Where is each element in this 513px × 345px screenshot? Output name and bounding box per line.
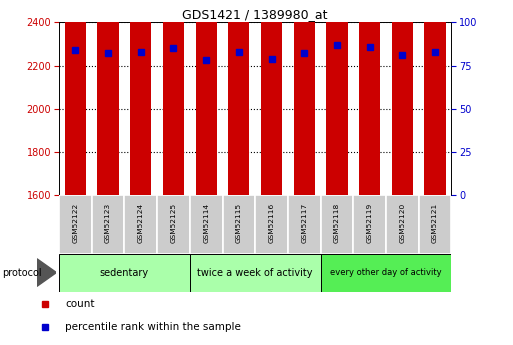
Text: sedentary: sedentary — [100, 268, 149, 277]
Bar — [288, 195, 321, 254]
Bar — [392, 0, 413, 195]
Text: GSM52119: GSM52119 — [367, 203, 372, 243]
Bar — [92, 195, 125, 254]
Bar — [157, 195, 190, 254]
Bar — [321, 195, 353, 254]
Text: GSM52123: GSM52123 — [105, 203, 111, 243]
Bar — [293, 0, 315, 195]
Bar — [163, 0, 184, 195]
Text: GSM52118: GSM52118 — [334, 203, 340, 243]
Bar — [59, 254, 190, 292]
Bar — [353, 195, 386, 254]
Bar — [261, 0, 282, 195]
Bar — [359, 0, 380, 195]
Bar — [130, 0, 151, 195]
Bar — [386, 195, 419, 254]
Text: twice a week of activity: twice a week of activity — [198, 268, 313, 277]
Text: GSM52124: GSM52124 — [138, 203, 144, 243]
Text: protocol: protocol — [3, 268, 42, 277]
Text: percentile rank within the sample: percentile rank within the sample — [65, 322, 241, 332]
Bar — [223, 195, 255, 254]
Bar — [195, 0, 217, 195]
Text: GSM52122: GSM52122 — [72, 203, 78, 243]
Bar — [424, 0, 446, 195]
Text: every other day of activity: every other day of activity — [330, 268, 442, 277]
Bar — [326, 0, 348, 195]
Text: GSM52117: GSM52117 — [301, 203, 307, 243]
Bar — [228, 0, 249, 195]
Bar — [190, 254, 321, 292]
Bar — [59, 195, 92, 254]
Title: GDS1421 / 1389980_at: GDS1421 / 1389980_at — [183, 8, 328, 21]
Text: GSM52116: GSM52116 — [269, 203, 274, 243]
Text: GSM52120: GSM52120 — [400, 203, 405, 243]
Polygon shape — [37, 259, 56, 286]
Text: GSM52115: GSM52115 — [236, 203, 242, 243]
Text: count: count — [65, 299, 94, 309]
Bar — [419, 195, 451, 254]
Text: GSM52114: GSM52114 — [203, 203, 209, 243]
Text: GSM52125: GSM52125 — [170, 203, 176, 243]
Bar — [321, 254, 451, 292]
Bar — [65, 0, 86, 195]
Text: GSM52121: GSM52121 — [432, 203, 438, 243]
Bar — [124, 195, 157, 254]
Bar — [190, 195, 223, 254]
Bar — [97, 0, 119, 195]
Bar — [255, 195, 288, 254]
